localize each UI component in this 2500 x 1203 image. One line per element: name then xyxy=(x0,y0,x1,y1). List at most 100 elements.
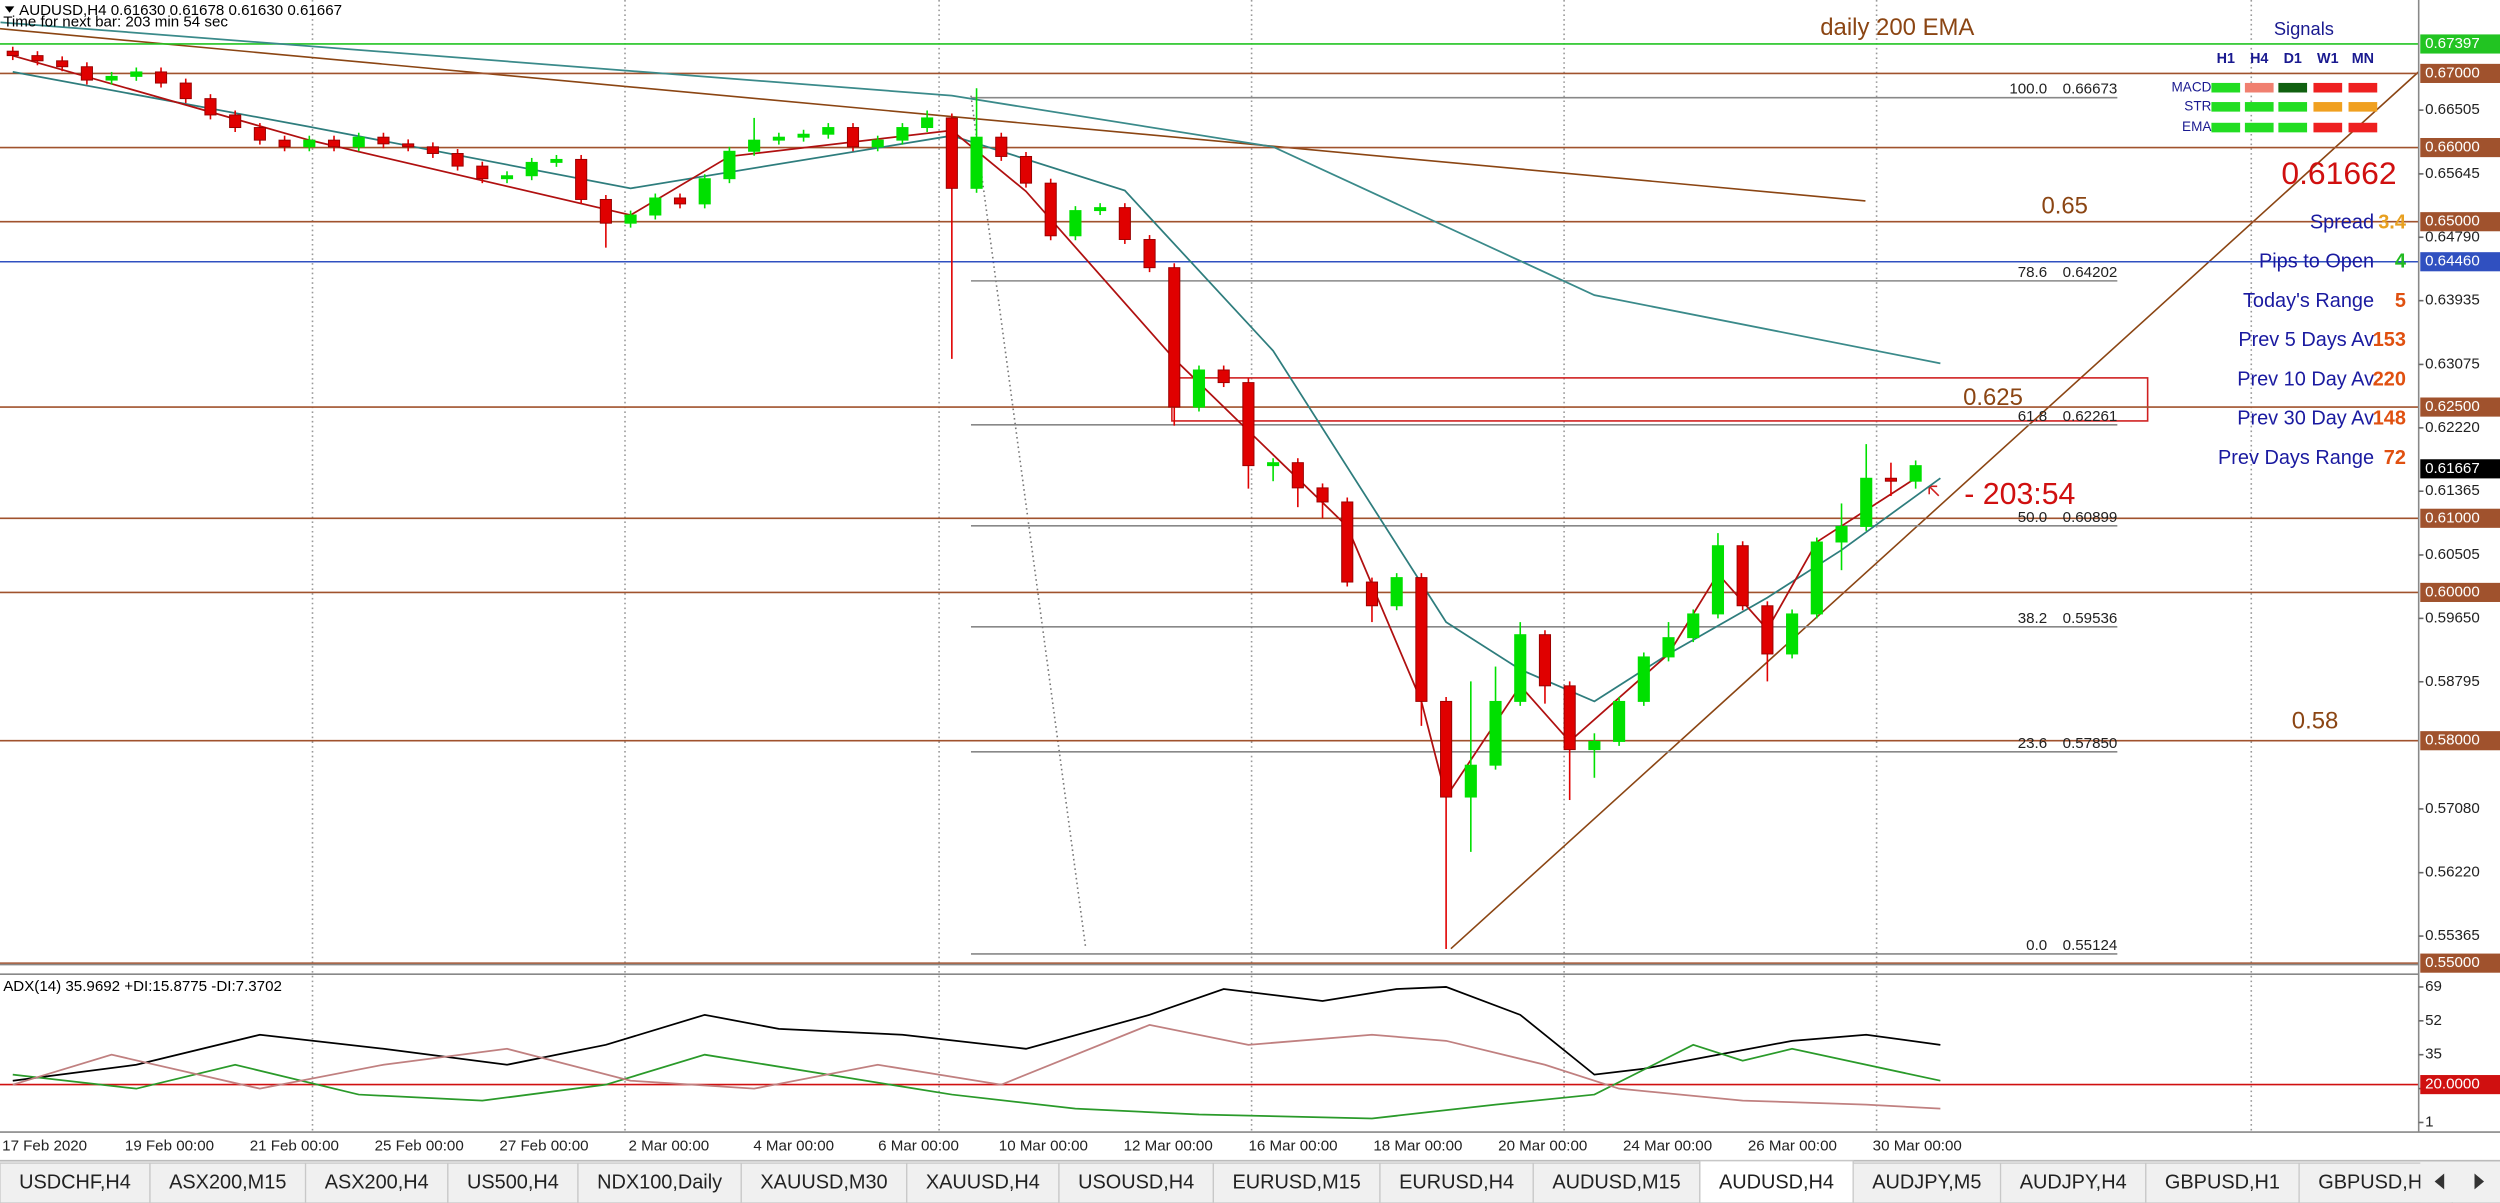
tab[interactable] xyxy=(1379,1162,1534,1203)
candle-body xyxy=(1390,577,1403,607)
tab-label[interactable]: USDCHF,H4 xyxy=(19,1171,131,1193)
stat-label: Prev 5 Days Av xyxy=(2238,329,2374,351)
fib-level: 78.6 xyxy=(2018,264,2047,281)
candle-body xyxy=(1514,634,1527,702)
annotation: 0.625 xyxy=(1963,384,2023,411)
x-tick-label: 10 Mar 00:00 xyxy=(999,1137,1088,1154)
x-tick-label: 2 Mar 00:00 xyxy=(628,1137,709,1154)
indicator-line xyxy=(12,1023,1941,1110)
tab-label[interactable]: ASX200,H4 xyxy=(325,1171,429,1193)
tab[interactable] xyxy=(1532,1162,1701,1203)
y-tick-label: 0.61365 xyxy=(2425,482,2480,499)
symbol-arrow xyxy=(4,6,15,13)
tab-label[interactable]: AUDJPY,M5 xyxy=(1872,1171,1981,1193)
tab-label[interactable]: ASX200,M15 xyxy=(169,1171,286,1193)
tab-scroll-right[interactable] xyxy=(2474,1173,2485,1190)
tab[interactable] xyxy=(906,1162,1060,1203)
x-tick-label: 12 Mar 00:00 xyxy=(1124,1137,1213,1154)
tab-label[interactable]: AUDUSD,M15 xyxy=(1552,1171,1680,1193)
fib-level: 23.6 xyxy=(2018,735,2047,752)
tab[interactable] xyxy=(447,1162,579,1203)
signal-column: H1 xyxy=(2217,51,2235,67)
tab[interactable] xyxy=(304,1162,449,1203)
stat-label: Pips to Open xyxy=(2259,251,2374,273)
tab[interactable] xyxy=(1212,1162,1381,1203)
candle-body xyxy=(896,127,909,141)
fib-price: 0.57850 xyxy=(2063,735,2118,752)
fib-price: 0.60899 xyxy=(2063,509,2118,526)
signal-row: EMA xyxy=(2182,119,2212,134)
candle-body xyxy=(846,127,860,148)
tab-label[interactable]: USOUSD,H4 xyxy=(1078,1171,1194,1193)
candle-body xyxy=(575,158,588,200)
y-tick-label: 0.56220 xyxy=(2425,864,2480,881)
candle-body xyxy=(1538,634,1552,687)
candle-body xyxy=(673,197,687,205)
stat-label: Prev Days Range xyxy=(2218,447,2374,469)
signal-cell xyxy=(2348,102,2378,112)
stat-value: 220 xyxy=(2373,368,2406,390)
candle-body xyxy=(476,165,489,180)
tab-label[interactable]: AUDUSD,H4 xyxy=(1719,1171,1834,1193)
y-tick-label: 0.64790 xyxy=(2425,228,2480,245)
signal-column: D1 xyxy=(2284,51,2302,67)
signal-cell xyxy=(2278,82,2308,93)
fib-level: 38.2 xyxy=(2018,610,2047,627)
level-box xyxy=(2420,582,2500,602)
tab-label[interactable]: AUDJPY,H4 xyxy=(2020,1171,2127,1193)
x-tick-label: 19 Feb 00:00 xyxy=(125,1137,214,1154)
tab-label[interactable]: XAUUSD,M30 xyxy=(760,1171,887,1193)
tab-label[interactable]: GBPUSD,H4 xyxy=(2318,1171,2433,1193)
bid-price: 0.61662 xyxy=(2281,155,2396,191)
candle-body xyxy=(1094,207,1107,212)
level-label: 0.62500 xyxy=(2425,398,2480,415)
adx-tick-label: 1 xyxy=(2425,1113,2433,1130)
x-tick-label: 26 Mar 00:00 xyxy=(1748,1137,1837,1154)
candle-body xyxy=(1267,462,1280,467)
candle-body xyxy=(1835,525,1848,543)
candle-body xyxy=(772,136,785,141)
adx-tick-label: 35 xyxy=(2425,1046,2442,1063)
adx-level-box xyxy=(2420,1075,2500,1095)
candle-body xyxy=(748,139,761,152)
indicator-line xyxy=(12,54,1917,800)
tab[interactable] xyxy=(149,1162,307,1203)
candle-body xyxy=(1019,155,1033,184)
candle-body xyxy=(1687,613,1700,639)
candle-body xyxy=(797,133,810,138)
tab-label[interactable]: XAUUSD,H4 xyxy=(926,1171,1040,1193)
candle-body xyxy=(426,146,439,154)
candle-body xyxy=(204,98,217,116)
tab-label[interactable]: GBPUSD,H1 xyxy=(2165,1171,2280,1193)
level-label: 0.65000 xyxy=(2425,213,2480,230)
tab-label[interactable]: US500,H4 xyxy=(467,1171,559,1193)
stat-value: 5 xyxy=(2395,290,2406,312)
candle-body xyxy=(822,127,835,135)
adx-title: ADX(14) 35.9692 +DI:15.8775 -DI:7.3702 xyxy=(3,978,282,995)
candle-body xyxy=(31,55,44,62)
candle-body xyxy=(451,153,464,167)
candle-body xyxy=(1909,465,1922,482)
y-tick-label: 0.66505 xyxy=(2425,101,2480,118)
tabs: USDCHF,H4 ASX200,M15 ASX200,H4 US500,H4 NDX1… xyxy=(0,1160,2500,1203)
x-tick-label: 17 Feb 2020 xyxy=(2,1137,87,1154)
tab-scroll-left[interactable] xyxy=(2434,1173,2445,1190)
tab-label[interactable]: EURUSD,H4 xyxy=(1399,1171,1514,1193)
level-box xyxy=(2420,212,2500,232)
candle-body xyxy=(303,139,316,148)
tab[interactable] xyxy=(577,1162,742,1203)
signal-cell xyxy=(2244,122,2274,133)
tab-label[interactable]: EURUSD,M15 xyxy=(1233,1171,1361,1193)
annotation: 0.65 xyxy=(2041,193,2088,220)
candle-body xyxy=(1069,210,1082,237)
tab-label[interactable]: NDX100,Daily xyxy=(597,1171,722,1193)
y-tick-label: 0.58795 xyxy=(2425,673,2480,690)
y-tick-label: 0.55365 xyxy=(2425,927,2480,944)
candle-body xyxy=(1242,382,1255,467)
y-tick-label: 0.63935 xyxy=(2425,292,2480,309)
candle-body xyxy=(723,150,736,180)
tab[interactable] xyxy=(1058,1162,1215,1203)
level-box xyxy=(2420,137,2500,158)
countdown: - 203:54 xyxy=(1964,478,2075,511)
